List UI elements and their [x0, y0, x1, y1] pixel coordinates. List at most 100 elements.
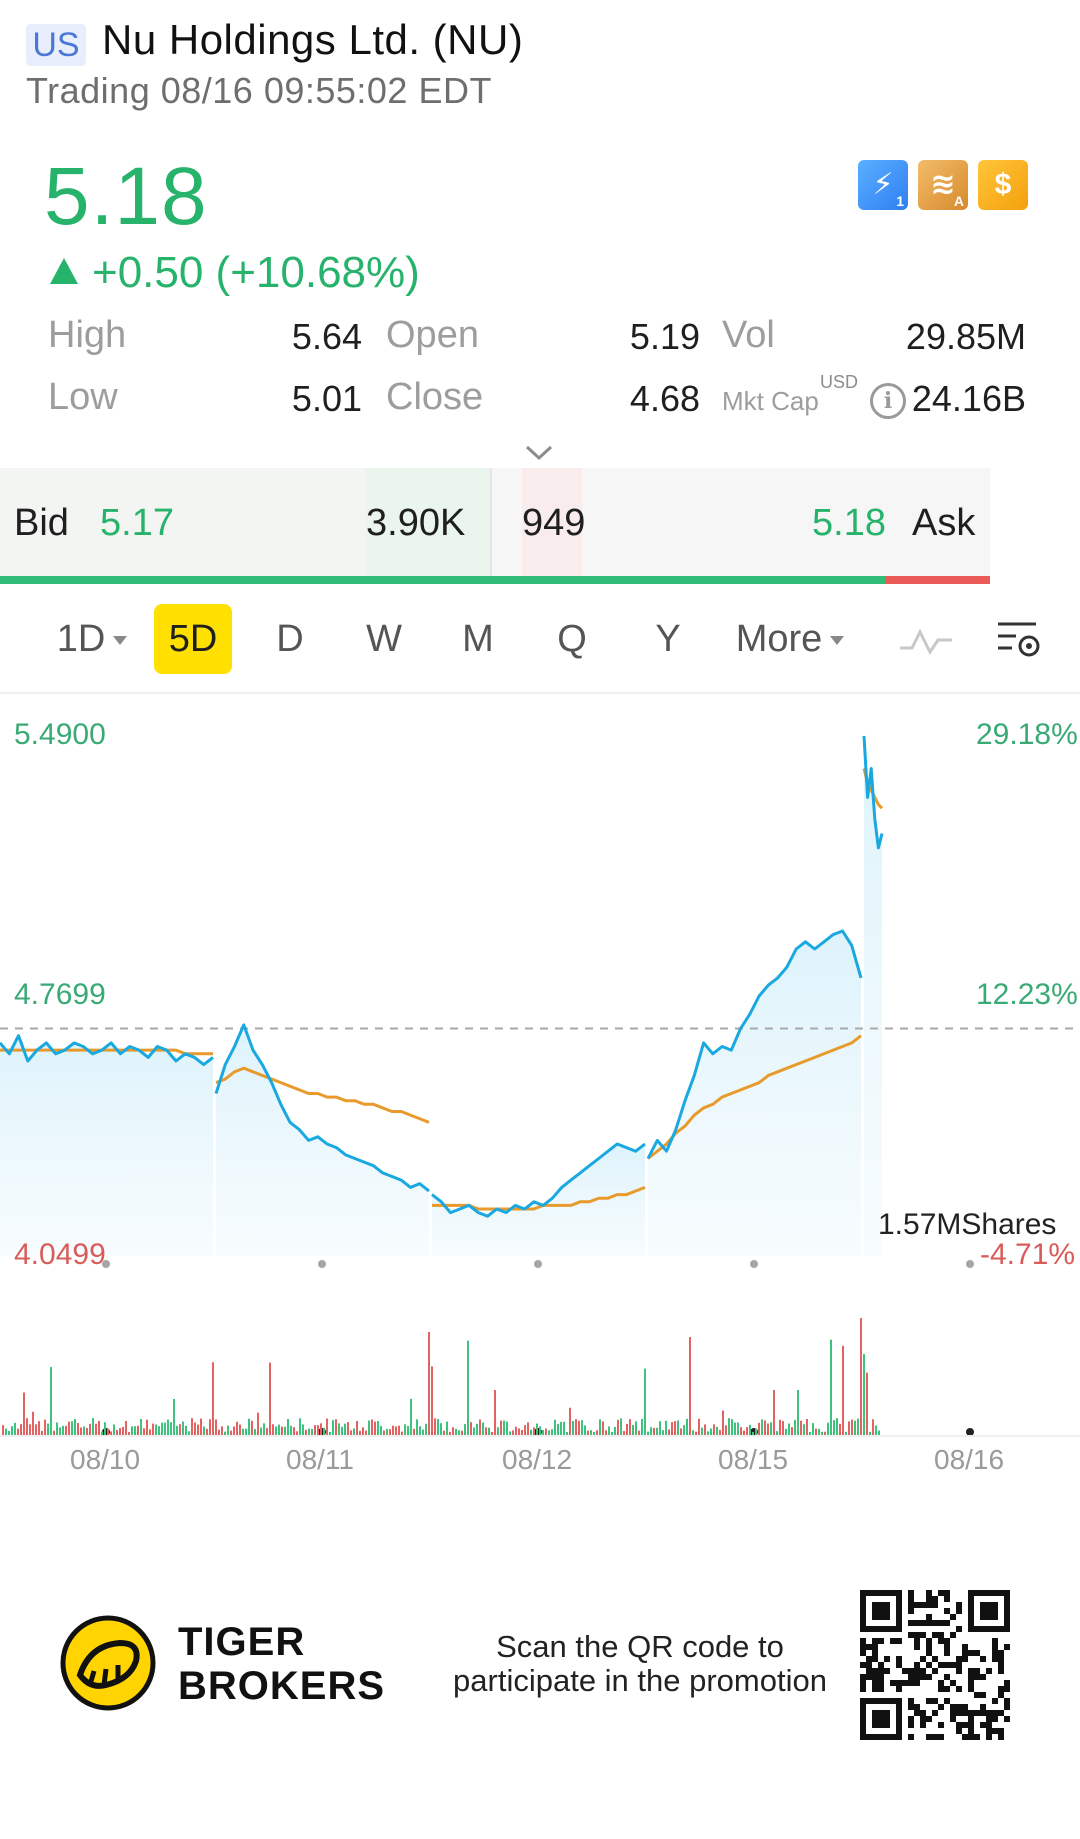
volume-bar: [851, 1419, 853, 1436]
volume-bar: [497, 1427, 499, 1436]
volume-bar: [476, 1423, 478, 1436]
volume-bar: [20, 1424, 22, 1436]
volume-bar: [773, 1389, 775, 1436]
last-price: 5.18: [44, 151, 208, 242]
volume-bar: [542, 1429, 544, 1436]
indicator-icon[interactable]: [898, 622, 954, 658]
volume-bar: [317, 1425, 319, 1436]
tab-d[interactable]: D: [276, 618, 304, 660]
x-label-0815: 08/15: [718, 1444, 789, 1475]
volume-bar: [863, 1354, 865, 1436]
close-value: 4.68: [629, 378, 700, 419]
volume-bar: [44, 1419, 46, 1436]
tab-y[interactable]: Y: [655, 618, 681, 660]
volume-bar: [302, 1424, 304, 1436]
bid-ratio-bar: [0, 576, 886, 584]
volume-bar: [461, 1430, 463, 1436]
tab-1d[interactable]: 1D: [54, 604, 130, 674]
volume-bar: [167, 1419, 169, 1436]
volume-bar: [92, 1418, 94, 1436]
x-label-0816: 08/16: [934, 1444, 1005, 1475]
flash-1-icon[interactable]: ⚡ 1: [858, 160, 908, 210]
volume-bar: [671, 1422, 673, 1436]
expand-chevron-icon[interactable]: [524, 438, 554, 468]
volume-bar: [845, 1431, 847, 1436]
volume-bar: [551, 1429, 553, 1436]
volume-bar: [620, 1418, 622, 1436]
x-label-0810: 08/10: [70, 1444, 141, 1475]
price-line-08-12: [431, 1142, 646, 1218]
volume-bar: [776, 1431, 778, 1436]
price-area-08-16: [864, 736, 882, 1256]
volume-bar: [383, 1430, 385, 1436]
volume-bar: [335, 1419, 337, 1436]
volume-bar: [323, 1427, 325, 1436]
tab-m[interactable]: M: [462, 618, 494, 660]
volume-bar: [704, 1424, 706, 1436]
volume-bar: [755, 1428, 757, 1436]
volume-bar: [638, 1430, 640, 1436]
tab-5d[interactable]: 5D: [154, 604, 232, 674]
volume-bar: [491, 1431, 493, 1436]
info-icon[interactable]: i: [870, 383, 906, 419]
price-area-08-12: [432, 1144, 645, 1256]
volume-bar: [800, 1420, 802, 1436]
price-change-text: +0.50 (+10.68%): [92, 248, 420, 297]
volume-bar: [635, 1421, 637, 1436]
stock-name: Nu Holdings Ltd. (NU): [102, 16, 524, 63]
price-line-08-11: [214, 1023, 430, 1193]
volume-bar: [425, 1423, 427, 1436]
volume-bar: [188, 1431, 190, 1436]
volume-bar: [479, 1419, 481, 1436]
tiger-logo: [60, 1615, 156, 1711]
volume-bar: [653, 1427, 655, 1436]
price-line-08-16: [862, 735, 884, 850]
volume-bar: [416, 1419, 418, 1436]
volume-bar: [173, 1398, 175, 1436]
volume-bar: [599, 1419, 601, 1436]
volume-bar: [812, 1423, 814, 1436]
volume-bar: [329, 1431, 331, 1436]
volume-bar: [791, 1427, 793, 1436]
volume-bar: [29, 1424, 31, 1436]
volume-bar: [797, 1389, 799, 1436]
volume-bar: [698, 1418, 700, 1436]
volume-bar: [233, 1426, 235, 1436]
trading-status: Trading 08/16 09:55:02 EDT: [26, 70, 492, 111]
tab-more[interactable]: More: [730, 604, 850, 674]
volume-bar: [155, 1424, 157, 1436]
tab-w[interactable]: W: [366, 618, 402, 660]
volume-bar: [533, 1427, 535, 1436]
volume-bar: [449, 1431, 451, 1436]
volume-bar: [59, 1427, 61, 1436]
volume-bar: [86, 1427, 88, 1436]
volume-bar: [434, 1418, 436, 1436]
volume-bar: [725, 1425, 727, 1436]
volume-bar: [716, 1426, 718, 1436]
volume-bar: [38, 1421, 40, 1436]
volume-bar: [293, 1427, 295, 1436]
volume-bar: [707, 1431, 709, 1436]
price-axis-mid: 4.7699: [14, 978, 106, 1011]
volume-bar: [35, 1424, 37, 1436]
volume-bar: [554, 1419, 556, 1436]
volume-bar: [47, 1423, 49, 1436]
dollar-icon[interactable]: $: [978, 160, 1028, 210]
open-value: 5.19: [629, 316, 700, 357]
qr-code[interactable]: [860, 1590, 1010, 1740]
volume-bar: [377, 1421, 379, 1436]
volume-bar: [161, 1422, 163, 1436]
volume-bar: [458, 1430, 460, 1436]
tab-q[interactable]: Q: [557, 618, 587, 660]
price-chart[interactable]: [0, 700, 1080, 1460]
volume-bar: [299, 1418, 301, 1436]
volume-bar: [110, 1431, 112, 1436]
volume-bar: [251, 1420, 253, 1436]
chart-settings-icon[interactable]: [996, 618, 1044, 662]
stack-a-icon[interactable]: ≋ A: [918, 160, 968, 210]
avg-line-08-11: [215, 1066, 430, 1124]
volume-bar: [650, 1427, 652, 1436]
volume-bar: [644, 1368, 646, 1436]
volume-bar: [440, 1423, 442, 1436]
volume-bar: [518, 1428, 520, 1436]
